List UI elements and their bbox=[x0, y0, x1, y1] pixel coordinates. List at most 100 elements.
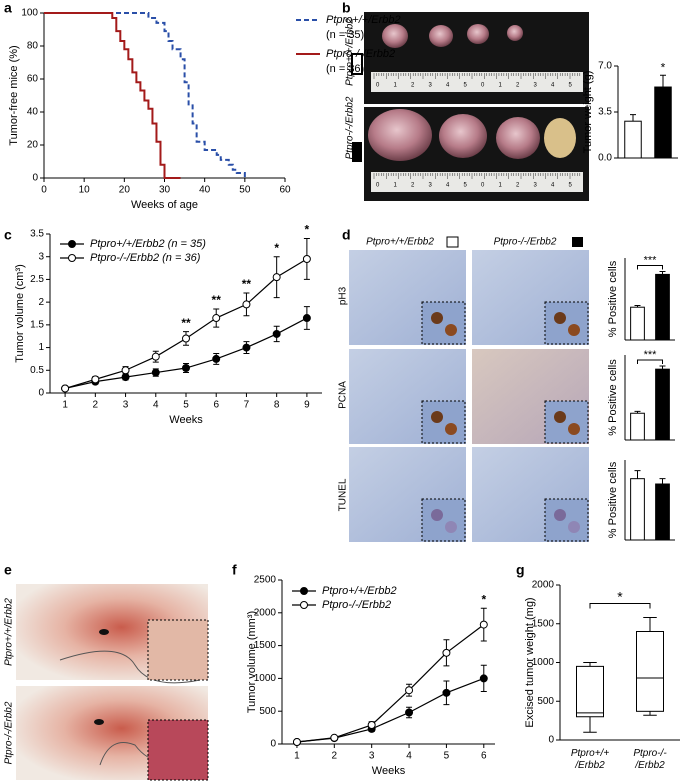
legend-marker bbox=[68, 240, 76, 248]
category-label: Ptpro-/- /Erbb2 bbox=[633, 748, 667, 771]
row-label: TUNEL bbox=[338, 478, 349, 511]
category-label: Ptpro+/+ /Erbb2 bbox=[570, 748, 610, 771]
inset bbox=[421, 498, 466, 542]
ruler-label: 0 bbox=[376, 83, 380, 89]
x-tick-label: 6 bbox=[481, 751, 487, 762]
error-bar bbox=[634, 410, 641, 414]
box bbox=[576, 665, 604, 718]
error-bar bbox=[660, 74, 666, 88]
annotation: ** bbox=[212, 293, 222, 307]
marker bbox=[302, 254, 311, 263]
bar bbox=[630, 412, 645, 441]
ruler-label: 5 bbox=[569, 183, 573, 189]
series-line bbox=[296, 624, 485, 743]
marker bbox=[272, 273, 281, 282]
ruler-label: 5 bbox=[569, 83, 573, 89]
inset bbox=[544, 400, 589, 444]
ruler-label: 1 bbox=[499, 83, 503, 89]
error-bar bbox=[659, 270, 666, 275]
y-tick-label: 1500 bbox=[532, 618, 555, 629]
x-tick-label: 3 bbox=[123, 400, 129, 411]
ruler-label: 5 bbox=[464, 83, 468, 89]
marker bbox=[330, 733, 339, 742]
x-tick-label: 40 bbox=[199, 185, 211, 196]
lymph-node bbox=[94, 719, 104, 725]
lymph-node bbox=[99, 629, 109, 635]
ruler-label: 3 bbox=[429, 83, 433, 89]
marker bbox=[292, 738, 301, 747]
bar bbox=[655, 483, 670, 541]
x-tick-label: 60 bbox=[279, 185, 291, 196]
bar bbox=[655, 368, 670, 441]
inset bbox=[544, 498, 589, 542]
y-tick-label: 80 bbox=[27, 41, 39, 52]
tumor bbox=[544, 118, 576, 158]
legend-label: Ptpro-/-/Erbb2 bbox=[326, 48, 395, 60]
marker bbox=[479, 620, 488, 629]
marker bbox=[91, 375, 100, 384]
ruler-label: 4 bbox=[551, 183, 555, 189]
y-tick-label: 2 bbox=[38, 297, 44, 308]
marker bbox=[212, 314, 221, 323]
y-tick-label: 0.5 bbox=[30, 365, 44, 376]
inset bbox=[147, 619, 209, 681]
marker bbox=[212, 354, 221, 363]
legend-swatch bbox=[352, 142, 362, 162]
marker bbox=[367, 720, 376, 729]
marker bbox=[61, 384, 70, 393]
y-axis-label: Tumor volume (cm³) bbox=[14, 264, 26, 363]
marker bbox=[121, 366, 130, 375]
ruler-label: 1 bbox=[394, 183, 398, 189]
y-tick-label: 2500 bbox=[254, 575, 277, 586]
ruler bbox=[371, 72, 583, 92]
panel-label: d bbox=[342, 227, 351, 243]
marker bbox=[182, 364, 190, 373]
y-axis-label: Tumor volume (mm³) bbox=[246, 611, 258, 713]
ruler-label: 4 bbox=[551, 83, 555, 89]
inset bbox=[421, 400, 466, 444]
panel-label: g bbox=[516, 562, 525, 578]
cell bbox=[431, 411, 443, 423]
y-tick-label: 40 bbox=[27, 107, 39, 118]
series-line bbox=[44, 12, 246, 178]
y-tick-label: 500 bbox=[537, 696, 554, 707]
ruler-label: 2 bbox=[516, 183, 520, 189]
annotation: ** bbox=[242, 277, 252, 291]
box bbox=[636, 631, 664, 712]
x-tick-label: 5 bbox=[444, 751, 450, 762]
x-tick-label: 30 bbox=[159, 185, 171, 196]
ruler-label: 5 bbox=[464, 183, 468, 189]
marker bbox=[479, 674, 488, 683]
y-tick-label: 0.0 bbox=[598, 153, 612, 164]
ruler-label: 3 bbox=[429, 183, 433, 189]
panel-label: c bbox=[4, 227, 12, 243]
annotation: * bbox=[481, 592, 486, 606]
x-tick-label: 2 bbox=[93, 400, 99, 411]
tumor bbox=[382, 24, 408, 48]
x-tick-label: 20 bbox=[119, 185, 131, 196]
bar bbox=[655, 273, 670, 341]
panel-label: e bbox=[4, 562, 12, 578]
bracket bbox=[589, 603, 651, 609]
y-tick-label: 0 bbox=[32, 173, 38, 184]
x-tick-label: 4 bbox=[406, 751, 412, 762]
legend-swatch bbox=[572, 237, 583, 247]
ruler-label: 0 bbox=[481, 83, 485, 89]
panel-label: a bbox=[4, 0, 12, 16]
cell bbox=[568, 423, 580, 435]
tumor bbox=[507, 25, 523, 41]
row-label: Ptpro+/+/Erbb2 bbox=[4, 598, 15, 666]
column-label: Ptpro+/+/Erbb2 bbox=[366, 237, 434, 248]
legend-label: Ptpro+/+/Erbb2 bbox=[326, 14, 401, 26]
panel-label: f bbox=[232, 562, 237, 578]
y-tick-label: 1500 bbox=[254, 640, 277, 651]
legend-label: Ptpro+/+/Erbb2 bbox=[322, 585, 397, 597]
y-axis-label: % Positive cells bbox=[607, 461, 619, 538]
x-tick-label: Ptpro+/+ /Erbb2 bbox=[570, 748, 610, 771]
x-tick-label: 3 bbox=[369, 751, 375, 762]
marker bbox=[442, 648, 451, 657]
x-tick-label: 1 bbox=[294, 751, 300, 762]
ruler-label: 1 bbox=[499, 183, 503, 189]
x-tick-label: Ptpro-/- /Erbb2 bbox=[633, 748, 667, 771]
